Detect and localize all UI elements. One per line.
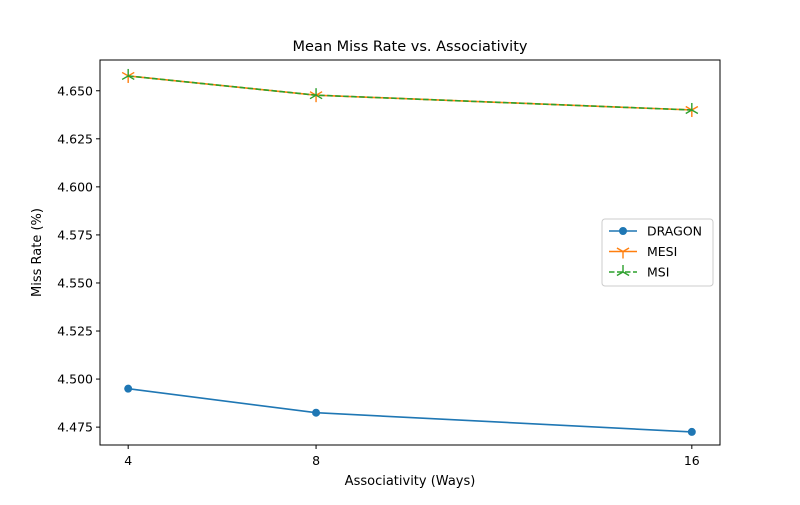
- y-tick-label: 4.550: [57, 275, 93, 290]
- y-tick-label: 4.475: [57, 420, 93, 435]
- legend-item-mesi: MESI: [609, 244, 677, 259]
- legend: DRAGON MESI MSI: [601, 218, 714, 287]
- data-point-dragon: [312, 408, 321, 417]
- legend-marker-msi: [616, 265, 630, 277]
- x-axis-label: Associativity (Ways): [345, 474, 476, 489]
- legend-box: [601, 218, 714, 287]
- data-point-dragon: [124, 384, 133, 393]
- x-tick-label: 4: [124, 453, 132, 468]
- x-axis-ticks: 4 8 16: [124, 445, 700, 468]
- data-point-dragon: [687, 427, 696, 436]
- y-tick-label: 4.525: [57, 324, 93, 339]
- y-tick-label: 4.500: [57, 372, 93, 387]
- chart-title: Mean Miss Rate vs. Associativity: [293, 39, 528, 55]
- x-tick-label: 16: [684, 453, 700, 468]
- legend-label-msi: MSI: [647, 265, 669, 280]
- series-layer: [121, 68, 699, 436]
- y-tick-label: 4.625: [57, 131, 93, 146]
- plot-frame: [99, 59, 721, 446]
- y-tick-label: 4.575: [57, 227, 93, 242]
- y-tick-label: 4.650: [57, 83, 93, 98]
- legend-label-mesi: MESI: [647, 244, 677, 259]
- legend-marker-mesi: [616, 247, 630, 259]
- series-dragon: [124, 384, 696, 436]
- legend-item-msi: MSI: [609, 265, 669, 280]
- data-point-msi: [685, 102, 699, 115]
- y-axis-label: Miss Rate (%): [30, 208, 45, 297]
- x-tick-label: 8: [312, 453, 320, 468]
- legend-marker-dragon: [619, 227, 627, 235]
- series-msi: [121, 68, 699, 115]
- legend-label-dragon: DRAGON: [647, 224, 702, 239]
- data-point-msi: [309, 88, 323, 100]
- legend-item-dragon: DRAGON: [609, 224, 702, 239]
- y-axis-ticks: 4.475 4.500 4.525 4.550 4.575 4.600 4.625 4.650: [57, 83, 100, 435]
- y-tick-label: 4.600: [57, 179, 93, 194]
- data-point-msi: [121, 68, 135, 81]
